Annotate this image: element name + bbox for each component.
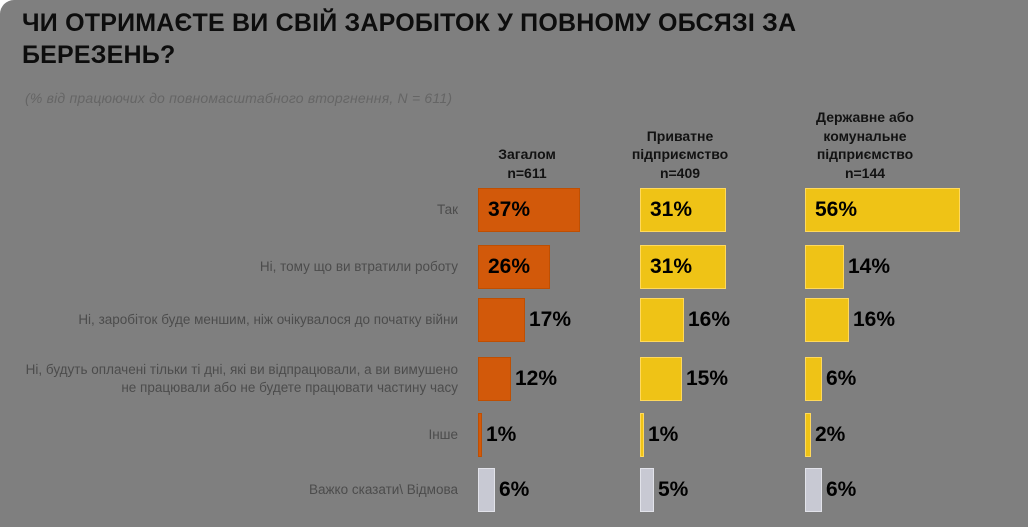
bar: 56%: [805, 188, 960, 232]
bar: 26%: [478, 245, 550, 289]
bar-value-label: 37%: [488, 198, 531, 221]
bar-value-label: 26%: [488, 255, 531, 278]
bar-value-label: 1%: [648, 423, 679, 446]
chart-subtitle: (% від працюючих до повномасштабного вто…: [25, 90, 453, 106]
column-header: Загалом n=611: [498, 146, 556, 181]
bar-value-label: 6%: [826, 367, 857, 390]
bar: 2%: [805, 413, 845, 457]
bar-value-label: 14%: [848, 255, 891, 278]
category-label: Інше: [428, 426, 458, 442]
bar-value-label: 31%: [650, 198, 693, 221]
bar-value-label: 1%: [486, 423, 517, 446]
bar: 1%: [478, 413, 516, 457]
bar-value-label: 56%: [815, 198, 858, 221]
category-label: Так: [436, 201, 458, 217]
bar-value-label: 2%: [815, 423, 846, 446]
bar: 37%: [478, 188, 580, 232]
column-header: Приватне підприємство n=409: [631, 127, 729, 181]
bar: 5%: [640, 468, 688, 512]
bar-value-label: 15%: [686, 367, 729, 390]
bar-value-label: 17%: [529, 308, 572, 331]
bar-value-label: 6%: [499, 478, 530, 501]
category-label: Ні, будуть оплачені тільки ті дні, які в…: [25, 361, 458, 395]
bar: 14%: [805, 245, 890, 289]
column-header: Державне або комунальне підприємство n=1…: [816, 109, 914, 181]
bar: 6%: [805, 357, 856, 401]
category-label: Ні, тому що ви втратили роботу: [259, 258, 458, 274]
bar-value-label: 16%: [688, 308, 731, 331]
bar-value-label: 16%: [853, 308, 896, 331]
bar-value-label: 6%: [826, 478, 857, 501]
bar: 16%: [640, 298, 730, 342]
bar: 31%: [640, 245, 726, 289]
bar: 15%: [640, 357, 728, 401]
bar: 31%: [640, 188, 726, 232]
bar-value-label: 5%: [658, 478, 689, 501]
chart-title: ЧИ ОТРИМАЄТЕ ВИ СВІЙ ЗАРОБІТОК У ПОВНОМУ…: [22, 9, 797, 69]
bar: 16%: [805, 298, 895, 342]
bar-value-label: 12%: [515, 367, 558, 390]
bar: 12%: [478, 357, 557, 401]
category-label: Важко сказати\ Відмова: [309, 481, 458, 497]
category-label: Ні, заробіток буде меншим, ніж очікувало…: [78, 311, 458, 327]
bar: 17%: [478, 298, 571, 342]
bar: 6%: [478, 468, 529, 512]
bar-value-label: 31%: [650, 255, 693, 278]
bar: 6%: [805, 468, 856, 512]
bar: 1%: [640, 413, 678, 457]
